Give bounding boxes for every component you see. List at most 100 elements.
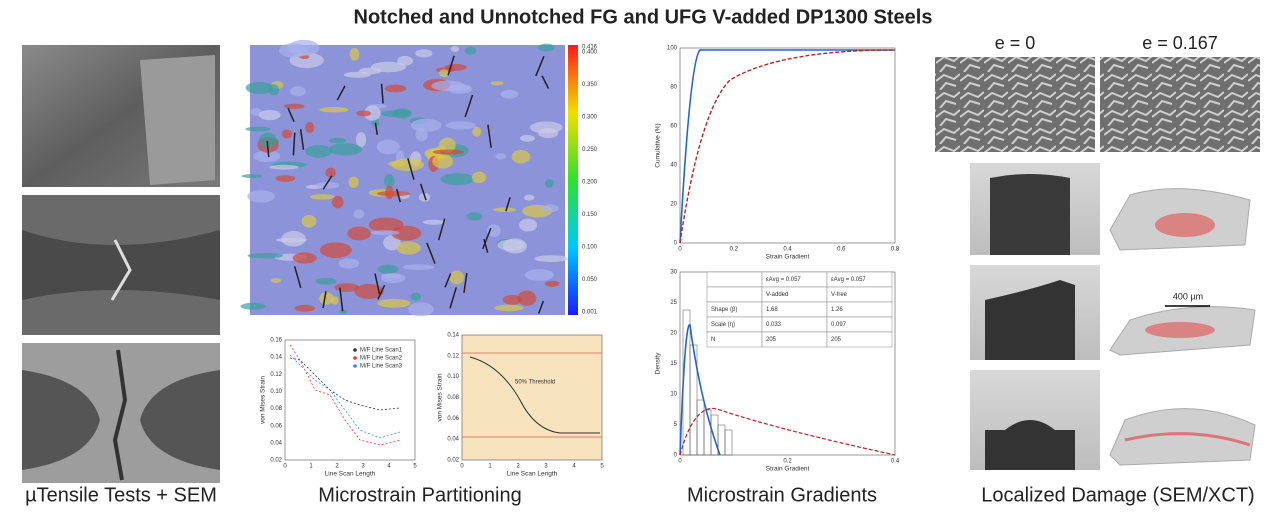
legend-label: M/F Line Scan2	[360, 356, 403, 362]
grain	[431, 80, 465, 91]
grain	[541, 204, 559, 213]
caption: Microstrain Partitioning	[318, 484, 521, 506]
grain	[402, 264, 435, 271]
legend-marker	[353, 364, 357, 368]
x-tick-label: 0.2	[783, 459, 792, 465]
grain	[339, 309, 348, 314]
x-tick-label: 2	[335, 464, 339, 470]
y-tick-label: 10	[670, 392, 677, 398]
grain	[319, 242, 352, 258]
grain	[315, 182, 340, 189]
table-text: Shape (β)	[711, 307, 737, 313]
grain	[464, 46, 477, 55]
scan-line	[407, 158, 415, 180]
grain	[383, 235, 401, 251]
x-tick-label: 0	[678, 459, 682, 465]
colorbar-tick: 0.150	[582, 212, 598, 218]
grain	[495, 152, 507, 160]
grain	[290, 86, 306, 97]
grain	[338, 258, 360, 269]
grain	[410, 118, 442, 132]
x-tick-label: 2	[516, 464, 520, 470]
grain	[538, 43, 555, 52]
grain	[347, 226, 371, 241]
grain	[268, 84, 280, 96]
strain-label: e = 0	[995, 33, 1036, 53]
plot-shade	[462, 335, 602, 460]
grain	[487, 224, 501, 238]
grain	[363, 105, 381, 121]
y-tick-label: 0.06	[270, 423, 282, 429]
grain	[397, 55, 414, 66]
plot-frame	[679, 47, 896, 244]
table-text: 0.097	[831, 322, 847, 328]
grain	[377, 298, 411, 308]
y-tick-label: 0.14	[447, 333, 459, 339]
grain	[388, 160, 407, 167]
grain	[281, 129, 293, 139]
colorbar-tick: 0.100	[582, 245, 598, 251]
strain-label: e = 0.167	[1142, 33, 1218, 53]
y-tick-label: 0.16	[270, 338, 282, 344]
table-text: 0.033	[766, 322, 782, 328]
grain	[269, 164, 299, 170]
grain	[368, 217, 404, 232]
y-tick-label: 5	[674, 422, 678, 428]
scan-line	[426, 242, 436, 264]
grain	[439, 137, 456, 153]
grain	[305, 121, 315, 134]
curve	[289, 344, 401, 446]
legend-marker	[353, 348, 357, 352]
scan-line	[419, 183, 427, 201]
y-axis-label: Density	[655, 352, 662, 374]
y-tick-label: 0.10	[270, 389, 282, 395]
colorbar-tick: 0.416	[582, 45, 598, 51]
colorbar-tick: 0.001	[582, 310, 598, 316]
scan-line	[487, 124, 492, 148]
grain	[315, 277, 337, 285]
y-tick-label: 0.06	[447, 416, 459, 422]
histogram-bin	[696, 399, 705, 456]
y-tick-label: 80	[670, 85, 677, 91]
grain	[511, 150, 531, 164]
scan-line	[447, 55, 455, 76]
curve	[289, 357, 401, 411]
x-tick-label: 0	[460, 464, 464, 470]
grain	[283, 103, 305, 109]
y-tick-label: 0	[674, 453, 678, 459]
grain	[328, 143, 363, 156]
grain	[438, 69, 450, 78]
histogram-bin	[710, 414, 719, 456]
colorbar-tick: 0.400	[582, 50, 598, 56]
grain	[422, 219, 445, 225]
y-tick-label: 0.04	[447, 437, 459, 443]
x-tick-label: 0	[678, 247, 682, 253]
grain	[377, 264, 399, 274]
scan-line	[266, 140, 270, 158]
grain	[384, 173, 395, 189]
grain	[408, 302, 434, 317]
scan-line	[395, 188, 401, 203]
x-tick-label: 0.4	[783, 247, 792, 253]
x-tick-label: 0.8	[891, 247, 900, 253]
scan-line	[449, 287, 458, 309]
x-tick-label: 4	[572, 464, 576, 470]
y-tick-label: 0.08	[447, 395, 459, 401]
grain	[490, 81, 504, 86]
grain	[445, 121, 477, 130]
grain	[309, 194, 335, 200]
grain	[258, 109, 281, 121]
tensile-images	[22, 45, 220, 483]
histogram-bin	[724, 429, 733, 456]
grain	[348, 176, 359, 188]
grain	[275, 175, 296, 182]
curve	[679, 407, 896, 456]
x-tick-label: 5	[600, 464, 604, 470]
grain	[544, 178, 554, 188]
colorbar-tick: 0.300	[582, 115, 598, 121]
scan-line	[380, 83, 384, 104]
grain	[381, 273, 402, 279]
grain	[432, 154, 454, 169]
scan-line	[377, 284, 386, 300]
grain	[329, 137, 347, 144]
